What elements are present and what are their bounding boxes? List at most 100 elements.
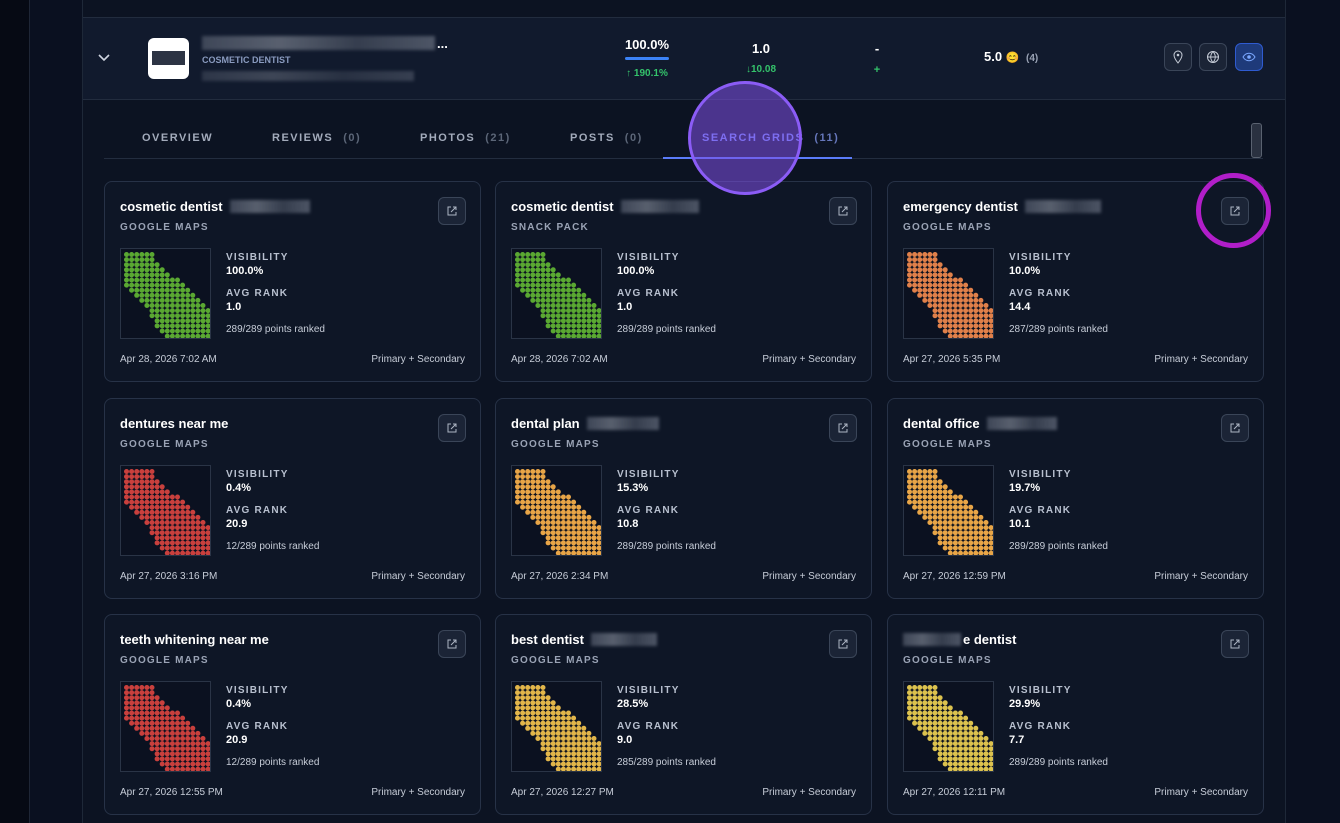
grid-point (175, 540, 180, 546)
grid-point (175, 494, 180, 500)
points-ranked: 12/289 points ranked (226, 541, 320, 552)
grid-point (952, 509, 958, 515)
grid-point (164, 756, 170, 762)
grid-point (149, 494, 155, 500)
grid-point (932, 685, 938, 690)
grid-point (149, 700, 155, 706)
grid-point (550, 267, 556, 273)
search-grid-card[interactable]: cosmetic dentist GOOGLE MAPS VISIBILITY 100… (104, 181, 481, 382)
grid-point (958, 277, 963, 283)
grid-point (530, 730, 536, 736)
grid-point (190, 766, 196, 771)
grid-point (907, 262, 912, 268)
points-ranked: 285/289 points ranked (617, 757, 716, 768)
scrollbar[interactable] (1251, 123, 1262, 158)
grid-point (988, 535, 993, 541)
grid-point (545, 282, 551, 288)
business-row[interactable] (83, 17, 1285, 100)
tab[interactable]: OVERVIEW (126, 132, 213, 144)
grid-point (576, 509, 582, 515)
grid-point (581, 766, 587, 771)
grid-point (530, 720, 536, 726)
search-grid-card[interactable]: cosmetic dentist SNACK PACK VISIBILITY 100.… (495, 181, 872, 382)
grid-point (571, 540, 577, 546)
grid-point (942, 277, 948, 283)
grid-point (139, 267, 145, 273)
grid-point (124, 257, 129, 263)
grid-point (932, 469, 938, 474)
grid-point (205, 530, 210, 536)
grid-point (180, 746, 186, 752)
grid-point (937, 525, 943, 531)
grid-point (973, 530, 979, 536)
grid-point (978, 328, 984, 334)
grid-point (947, 277, 953, 283)
grid-point (144, 292, 150, 298)
grid-point (942, 292, 948, 298)
grid-point (144, 267, 150, 273)
grid-point (555, 282, 561, 288)
grid-point (963, 282, 969, 288)
grid-point (952, 318, 958, 324)
grid-point (205, 535, 210, 541)
website-button[interactable] (1199, 43, 1227, 71)
tab[interactable]: POSTS (0) (554, 132, 643, 144)
open-button[interactable] (829, 630, 857, 658)
location-button[interactable] (1164, 43, 1192, 71)
grid-point (180, 530, 186, 536)
open-button[interactable] (438, 630, 466, 658)
search-grid-card[interactable]: dentures near me GOOGLE MAPS VISIBILITY 0.4… (104, 398, 481, 599)
open-button[interactable] (829, 414, 857, 442)
grid-point (963, 308, 969, 314)
tab[interactable]: REVIEWS (0) (256, 132, 361, 144)
search-grid-card[interactable]: dental plan GOOGLE MAPS VISIBILITY 15.3% AVG… (495, 398, 872, 599)
grid-point (154, 746, 160, 752)
grid-point (947, 520, 953, 525)
grid-point (154, 499, 160, 505)
search-grid-card[interactable]: dental office GOOGLE MAPS VISIBILITY 19.7% A… (887, 398, 1264, 599)
grid-point (535, 504, 541, 510)
grid-point (169, 504, 175, 510)
grid-point (525, 489, 531, 495)
search-grid-card[interactable]: best dentist GOOGLE MAPS VISIBILITY 28.5% AV… (495, 614, 872, 815)
chevron[interactable] (97, 52, 111, 64)
visibility-label: VISIBILITY (226, 252, 289, 263)
blurred-location (587, 417, 659, 430)
grid-point (571, 292, 577, 298)
grid-point (952, 514, 958, 520)
grid-point (195, 323, 201, 329)
grid-point (922, 685, 928, 690)
open-button[interactable] (438, 414, 466, 442)
grid-point (591, 761, 597, 767)
grid-point (932, 525, 938, 531)
grid-point (164, 705, 170, 711)
grid-point (978, 308, 984, 314)
search-grid-card[interactable]: e dentist GOOGLE MAPS VISIBILITY 29.9% AVG R… (887, 614, 1264, 815)
grid-point (540, 479, 546, 485)
grid-point (912, 272, 918, 278)
grid-point (958, 520, 963, 525)
grid-point (958, 323, 963, 329)
source: GOOGLE MAPS (903, 439, 992, 450)
grid-point (922, 730, 928, 736)
open-button[interactable] (1221, 630, 1249, 658)
grid-point (555, 333, 561, 338)
search-grid-card[interactable]: teeth whitening near me GOOGLE MAPS VISIBI… (104, 614, 481, 815)
grid-point (535, 489, 541, 495)
grid-point (124, 474, 129, 480)
grid-point (922, 710, 928, 716)
grid-point (566, 494, 571, 500)
grid-point (200, 550, 206, 555)
open-button[interactable] (1221, 414, 1249, 442)
view-button[interactable] (1235, 43, 1263, 71)
grid-point (200, 540, 206, 546)
open-button[interactable] (438, 197, 466, 225)
grid-point (952, 287, 958, 293)
open-button[interactable] (829, 197, 857, 225)
grid-point (164, 282, 170, 288)
grid-point (555, 766, 561, 771)
tab[interactable]: PHOTOS (21) (404, 132, 511, 144)
scan-mode: Primary + Secondary (1154, 787, 1248, 798)
grid-point (134, 700, 140, 706)
grid-point (978, 746, 984, 752)
